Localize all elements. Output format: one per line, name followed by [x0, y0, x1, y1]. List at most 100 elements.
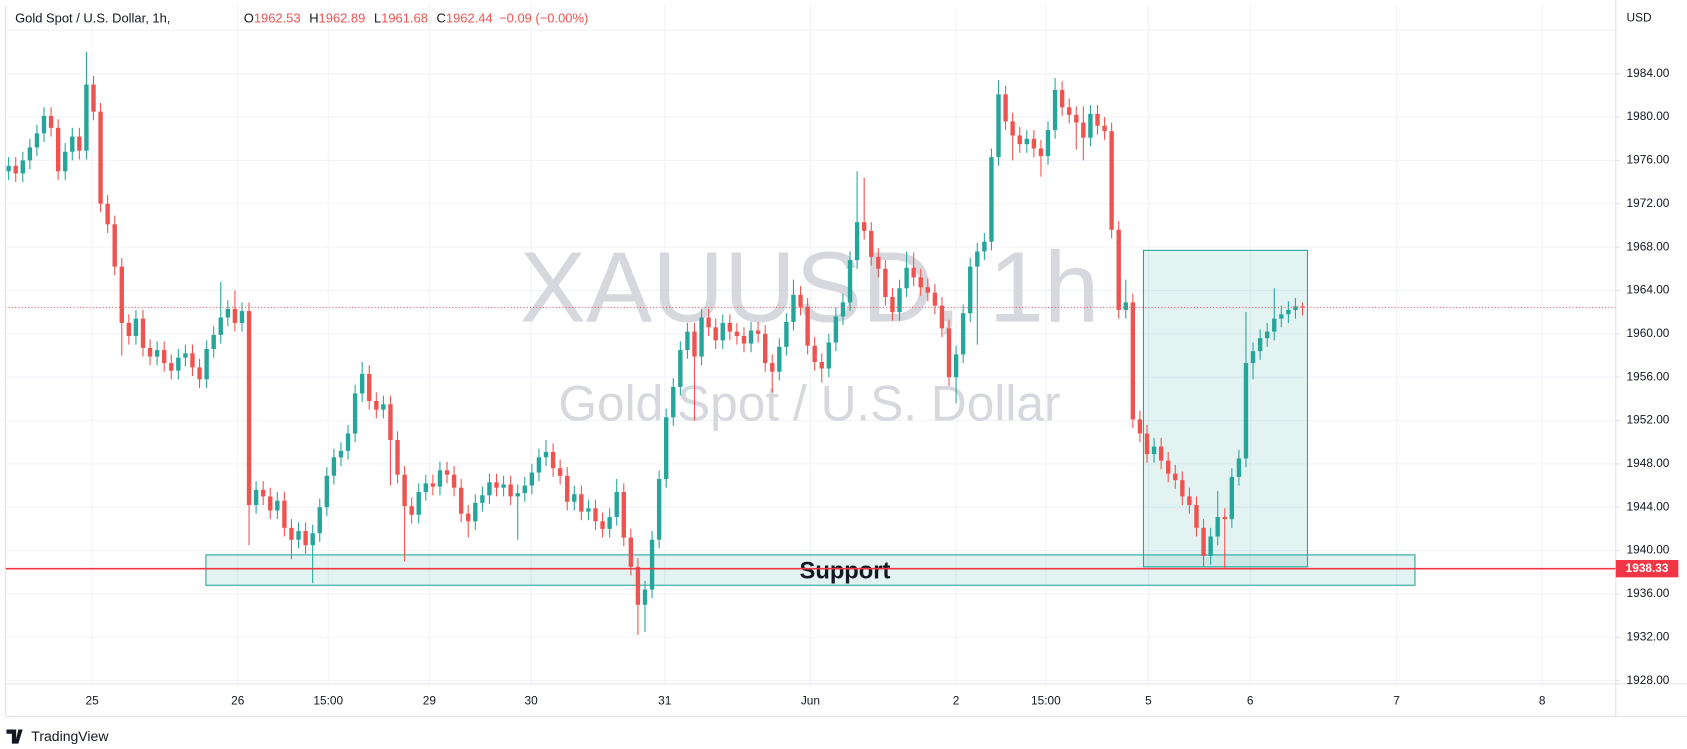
- candle-body: [1031, 138, 1037, 149]
- candle-body: [869, 230, 874, 257]
- candle-body: [600, 521, 605, 529]
- candle-body: [218, 317, 223, 335]
- watermark-description: Gold Spot / U.S. Dollar: [558, 375, 1060, 431]
- ohlc-key: L: [374, 11, 381, 26]
- ohlc-value: 1961.68: [381, 11, 428, 26]
- candle-body: [1130, 302, 1136, 420]
- candle-body: [169, 363, 174, 371]
- candle-body: [741, 335, 747, 344]
- candle-body: [932, 292, 938, 306]
- y-tick-label: 1980.00: [1627, 109, 1670, 123]
- candle-body: [1286, 309, 1291, 315]
- change-value: −0.09 (−0.00%): [499, 11, 588, 26]
- zone: [205, 554, 1416, 586]
- candle-body: [515, 493, 520, 497]
- candle-body: [1123, 302, 1128, 310]
- candle-body: [204, 348, 209, 380]
- candle-body: [1081, 122, 1086, 138]
- candle-body: [296, 531, 301, 540]
- y-tick-label: 1968.00: [1627, 239, 1670, 253]
- candle-body: [232, 308, 238, 323]
- price-line-label-box: [1615, 559, 1679, 578]
- candle-body: [529, 472, 535, 486]
- candle-body: [27, 147, 33, 161]
- candle-body: [536, 457, 542, 473]
- candle-body: [133, 318, 139, 336]
- candle-body: [713, 327, 718, 341]
- ohlc-value: 1962.44: [446, 11, 493, 26]
- candle-body: [946, 328, 952, 378]
- candle-body: [55, 127, 61, 172]
- candle-body: [1116, 229, 1121, 310]
- candle-body: [162, 350, 167, 364]
- candle-body: [678, 350, 683, 387]
- price-line-label: 1938.33: [1626, 561, 1669, 575]
- y-tick-label: 1972.00: [1627, 196, 1670, 210]
- candle-body: [310, 533, 315, 546]
- candle-body: [253, 489, 259, 506]
- zone: [1142, 249, 1309, 568]
- candle-body: [706, 317, 711, 328]
- candle-body: [861, 222, 867, 231]
- candle-body: [621, 492, 626, 538]
- candle-body: [41, 115, 47, 134]
- candle-body: [579, 494, 584, 512]
- candle-body: [275, 500, 280, 511]
- candle-body: [268, 496, 273, 511]
- candle-body: [147, 347, 153, 357]
- candle-body: [734, 331, 740, 336]
- candle-body: [367, 373, 372, 402]
- candle-body: [1144, 433, 1150, 455]
- candle-body: [317, 507, 322, 534]
- x-tick-label: 29: [423, 693, 437, 707]
- candle-body: [345, 433, 351, 451]
- candle-body: [904, 267, 909, 289]
- x-tick-label: 5: [1145, 693, 1152, 707]
- candle-body: [1215, 516, 1220, 537]
- candle-body: [840, 302, 846, 317]
- candle-body: [982, 241, 987, 252]
- x-tick-label: 15:00: [313, 693, 343, 707]
- candle-body: [586, 508, 591, 512]
- candle-body: [395, 440, 400, 475]
- axes: 1928.00 1932.00 1936.00 1940.00 1944.00 1948.…: [85, 22, 1669, 707]
- candle-body: [1264, 331, 1270, 339]
- candle-body: [239, 311, 245, 323]
- x-tick-label: 2: [953, 693, 960, 707]
- candle-body: [1250, 351, 1256, 364]
- y-tick-label: 1960.00: [1627, 326, 1670, 340]
- candle-body: [1038, 148, 1044, 157]
- candle-body: [996, 94, 1001, 158]
- candle-body: [84, 84, 89, 151]
- candle-body: [918, 277, 923, 288]
- plot-area: Support: [5, 52, 1616, 636]
- candle-body: [572, 494, 577, 502]
- candle-body: [635, 566, 641, 605]
- candle-body: [105, 203, 110, 225]
- y-tick-label: 1956.00: [1627, 369, 1670, 383]
- candle-body: [720, 322, 725, 341]
- candle-body: [897, 288, 902, 313]
- candle-body: [784, 321, 789, 347]
- watermark: XAUUSD, 1h Gold Spot / U.S. Dollar: [520, 232, 1099, 431]
- candle-body: [63, 151, 68, 172]
- candle-body: [1045, 130, 1051, 157]
- candle-body: [692, 331, 697, 357]
- x-tick-label: 26: [231, 693, 245, 707]
- candle-body: [466, 513, 471, 522]
- branding: TradingView: [6, 728, 109, 744]
- candle-body: [1272, 318, 1277, 332]
- candle-body: [13, 165, 18, 174]
- x-tick-label: Jun: [801, 693, 820, 707]
- candle-body: [480, 495, 485, 503]
- candle-body: [649, 539, 655, 590]
- candle-body: [77, 136, 82, 151]
- grid: [5, 5, 1616, 684]
- candle-body: [190, 353, 195, 368]
- branding-text: TradingView: [31, 728, 109, 744]
- candle-body: [1173, 473, 1178, 481]
- candle-body: [607, 516, 612, 529]
- candle-body: [1208, 536, 1213, 556]
- candle-body: [1003, 94, 1008, 122]
